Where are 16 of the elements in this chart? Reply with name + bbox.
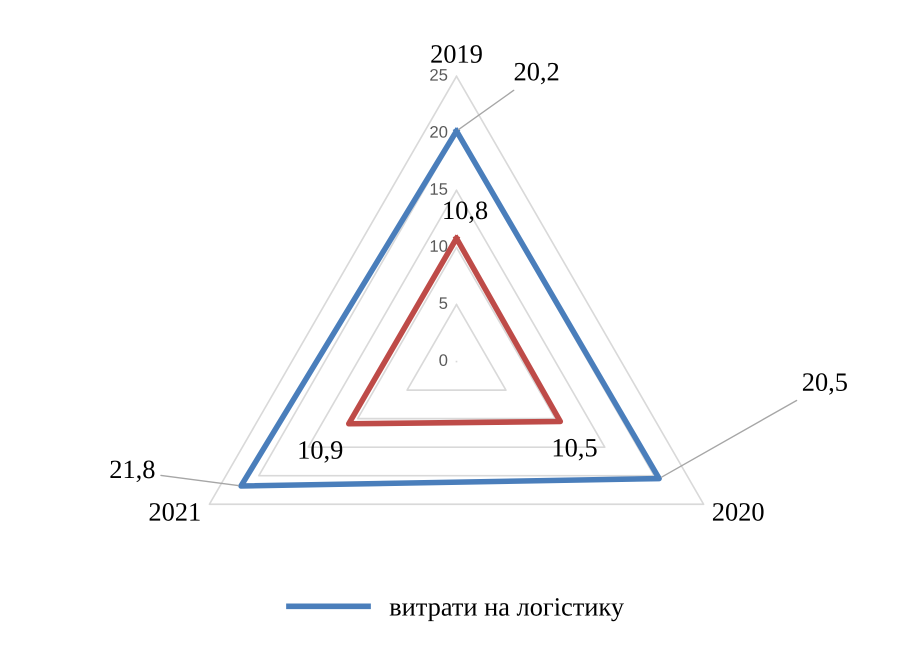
data-label: 20,5 [802, 373, 847, 395]
y-tick-label: 15 [430, 183, 448, 195]
data-label: 21,8 [110, 460, 154, 482]
legend-label: витрати на логістику [390, 598, 624, 622]
data-label: 20,2 [514, 62, 558, 84]
spoke-label: 2021 [150, 503, 200, 521]
y-tick-label: 20 [430, 126, 448, 138]
spoke-label: 2019 [431, 45, 482, 63]
y-tick-label: 25 [430, 68, 448, 81]
y-tick-label: 0 [439, 354, 448, 366]
spoke-label: 2020 [712, 503, 764, 521]
data-label: 10,8 [444, 201, 488, 224]
y-tick-label: 10 [430, 240, 448, 252]
data-label: 10,5 [554, 438, 597, 460]
y-tick-label: 5 [439, 297, 448, 309]
data-label: 10,9 [299, 441, 342, 463]
